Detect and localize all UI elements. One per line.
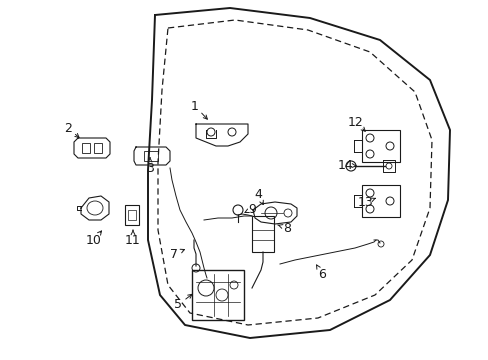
Text: 7: 7 (170, 248, 178, 261)
Text: 6: 6 (317, 267, 325, 280)
Text: 13: 13 (357, 195, 373, 208)
Text: 5: 5 (174, 298, 182, 311)
Bar (192, 270, 244, 320)
Text: 4: 4 (254, 188, 262, 201)
Text: 10: 10 (86, 234, 102, 247)
Bar (82, 143, 90, 153)
Text: 9: 9 (247, 202, 255, 216)
Bar (94, 143, 102, 153)
Text: 11: 11 (125, 234, 141, 247)
Bar (361, 130, 399, 162)
Text: 2: 2 (64, 122, 72, 135)
Text: 8: 8 (283, 221, 290, 234)
Bar (128, 210, 136, 220)
Bar (143, 151, 158, 161)
Text: 3: 3 (146, 162, 154, 175)
Bar (125, 205, 139, 225)
Bar (251, 216, 273, 252)
Text: 1: 1 (191, 99, 199, 113)
Bar (361, 185, 399, 217)
Text: 12: 12 (347, 116, 363, 129)
Text: 14: 14 (337, 158, 353, 171)
